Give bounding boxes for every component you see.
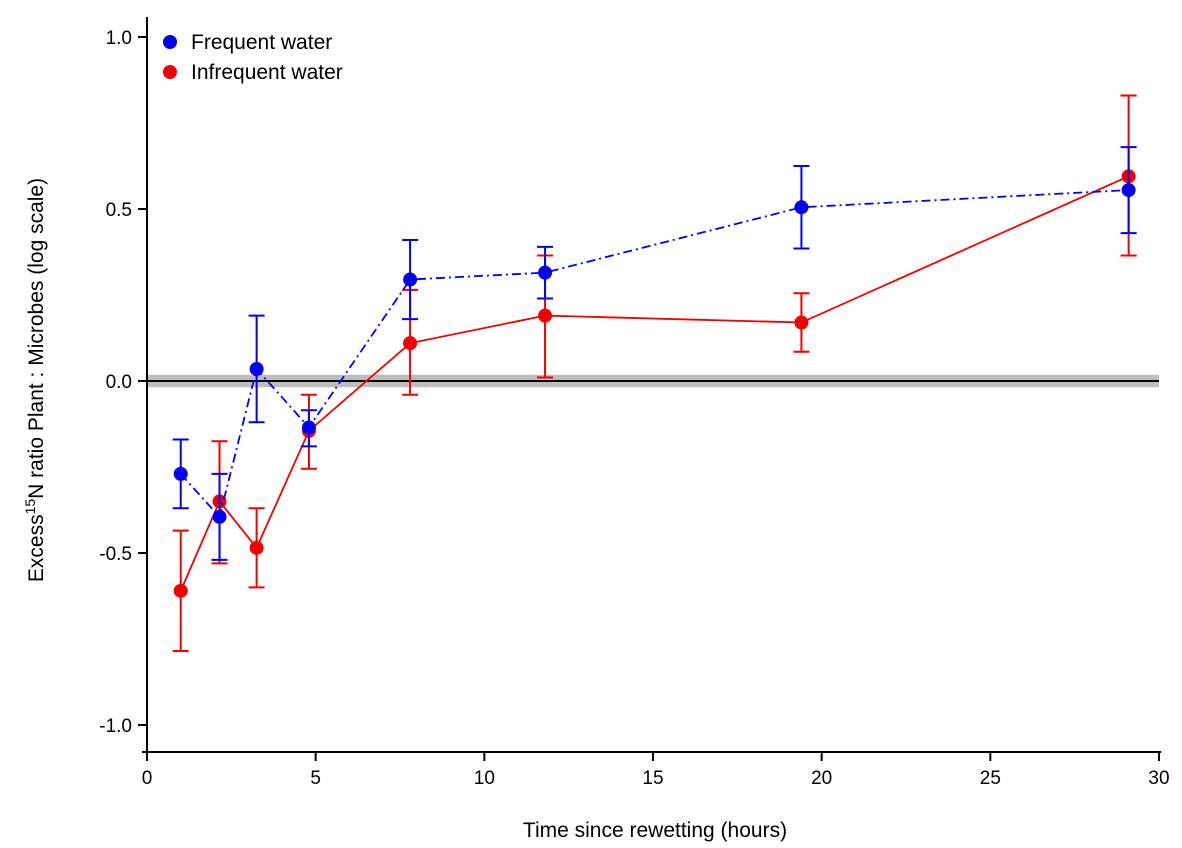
y-tick-label: 0.0 [106,372,132,393]
legend-label-frequent: Frequent water [191,31,332,54]
x-axis-title: Time since rewetting (hours) [523,819,787,842]
data-point [301,420,316,435]
y-tick-label: -1.0 [99,716,132,737]
y-axis-title-rest: N ratio Plant : Microbes (log scale) [25,178,48,499]
reference-line [147,374,1159,388]
data-point [794,200,809,215]
legend-label-infrequent: Infrequent water [191,61,343,84]
y-tick-label: -0.5 [99,544,132,565]
legend-marker-frequent [163,35,177,49]
x-tick-label: 15 [642,768,663,789]
y-tick-label: 1.0 [106,28,132,49]
data-point [794,315,809,330]
legend: Frequent water Infrequent water [163,31,343,84]
legend-marker-infrequent [163,65,177,79]
x-tick-label: 25 [980,768,1001,789]
x-tick-label: 20 [811,768,832,789]
x-tick-label: 0 [142,768,153,789]
axes: 0 5 10 15 20 25 30 -1.0 -0.5 0.0 0.5 1.0 [99,17,1170,789]
data-point [403,336,418,351]
data-point [173,583,188,598]
series-line-frequent-water [180,189,1129,519]
x-tick-label: 30 [1148,768,1169,789]
series-infrequent-water [172,94,1137,653]
data-point [212,509,227,524]
data-point [249,540,264,555]
y-axis-title-main: Excess [25,514,48,582]
y-tick-label: 0.5 [106,200,132,221]
x-tick-label: 10 [474,768,495,789]
data-point [173,466,188,481]
series-line-infrequent-water [179,175,1130,592]
data-point [538,265,553,280]
series-frequent-water [172,146,1137,561]
x-tick-label: 5 [310,768,321,789]
data-point [1121,183,1136,198]
series-layer [172,94,1137,653]
data-point [538,308,553,323]
y-axis-title-superscript: 15 [22,499,38,515]
data-point [403,272,418,287]
data-point [249,361,264,376]
y-axis-title: Excess15N ratio Plant : Microbes (log sc… [22,178,48,582]
